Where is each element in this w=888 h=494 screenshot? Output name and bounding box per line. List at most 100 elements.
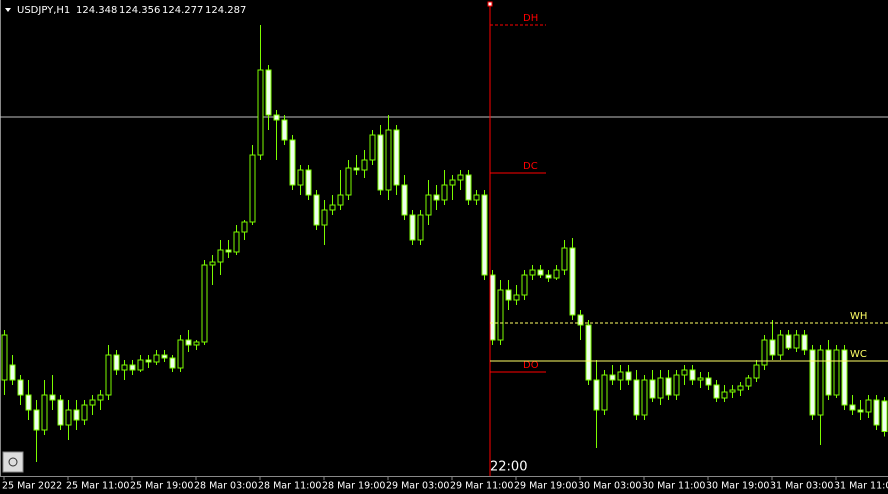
candle-body <box>577 314 584 326</box>
candle-body <box>657 377 664 399</box>
candle-body <box>769 339 776 356</box>
candle-body <box>793 334 800 349</box>
candle-body <box>849 404 856 411</box>
candle-body <box>65 409 72 426</box>
quote-value: 124.356 <box>119 5 160 16</box>
candle-body <box>369 134 376 161</box>
candle-body <box>609 374 616 381</box>
candle-body <box>209 261 216 266</box>
candle-body <box>249 154 256 223</box>
x-tick-label: 31 Mar 03:00 <box>770 481 833 492</box>
candle-body <box>377 134 384 191</box>
candle-body <box>113 354 120 371</box>
button-icon <box>8 457 18 467</box>
candle-body <box>841 349 848 406</box>
candle-body <box>153 354 160 363</box>
candle-body <box>881 400 888 432</box>
candle-body <box>233 231 240 253</box>
cursor-handle <box>487 1 493 7</box>
candle-body <box>337 194 344 206</box>
button[interactable] <box>2 451 24 473</box>
candle-body <box>633 379 640 416</box>
candle-body <box>25 394 32 411</box>
x-tick-label: 28 Mar 19:00 <box>322 481 385 492</box>
candle-body <box>777 334 784 356</box>
candle-body <box>289 139 296 186</box>
x-tick-label: 29 Mar 03:00 <box>386 481 449 492</box>
level-label: DC <box>523 161 538 172</box>
candle-body <box>713 384 720 399</box>
candle-body <box>297 169 304 186</box>
candle-body <box>801 334 808 351</box>
candle-body <box>225 249 232 253</box>
level-label: WC <box>850 349 867 360</box>
candle-body <box>529 269 536 276</box>
candle-body <box>41 394 48 431</box>
candle-body <box>257 69 264 156</box>
candle-body <box>545 274 552 279</box>
candle-body <box>169 357 176 369</box>
candle-body <box>305 169 312 196</box>
candle-body <box>649 379 656 399</box>
candle-body <box>409 214 416 241</box>
candle-body <box>761 339 768 366</box>
candle-body <box>473 194 480 201</box>
candle-body <box>129 364 136 371</box>
candle-body <box>817 349 824 416</box>
candle-body <box>201 264 208 343</box>
candle-body <box>265 69 272 116</box>
x-tick-label: 25 Mar 2022 <box>2 481 62 492</box>
candle-body <box>809 349 816 416</box>
candle-body <box>97 394 104 401</box>
x-tick-label: 29 Mar 11:00 <box>450 481 513 492</box>
x-tick-label: 31 Mar 11:00 <box>834 481 888 492</box>
candle-body <box>521 274 528 296</box>
candle-body <box>401 184 408 216</box>
candle-body <box>537 269 544 276</box>
candle-body <box>1 334 8 381</box>
candle-body <box>353 167 360 171</box>
candle-body <box>361 159 368 171</box>
candle-body <box>33 409 40 431</box>
candle-body <box>9 364 16 381</box>
candle-body <box>617 371 624 381</box>
quote-value: 124.348 <box>76 5 117 16</box>
quote-value: 124.287 <box>205 5 246 16</box>
candle-body <box>145 359 152 363</box>
cursor-label: 22:00 <box>490 460 527 475</box>
candle-body <box>513 294 520 301</box>
x-tick-label: 29 Mar 19:00 <box>514 481 577 492</box>
x-tick-label: 30 Mar 11:00 <box>642 481 705 492</box>
candle-body <box>89 399 96 406</box>
symbol: USDJPY,H1 <box>17 5 70 16</box>
candle-body <box>753 364 760 379</box>
candle-body <box>825 349 832 396</box>
candle-body <box>385 129 392 191</box>
candle-body <box>57 399 64 426</box>
candle-body <box>81 404 88 421</box>
level-label: DO <box>523 360 539 371</box>
candle-body <box>73 409 80 421</box>
candle-body <box>569 247 576 316</box>
candle-body <box>321 209 328 226</box>
candle-body <box>785 334 792 349</box>
candle-body <box>593 379 600 411</box>
candle-body <box>561 247 568 271</box>
candle-body <box>585 324 592 381</box>
candle-body <box>457 174 464 181</box>
x-tick-label: 30 Mar 03:00 <box>578 481 641 492</box>
candle-body <box>489 274 496 341</box>
level-label: DH <box>523 13 538 24</box>
candle-body <box>313 194 320 226</box>
candle-body <box>857 409 864 413</box>
candle-body <box>441 184 448 201</box>
candle-body <box>137 359 144 371</box>
candle-body <box>641 379 648 416</box>
candle-body <box>417 214 424 241</box>
level-label: WH <box>850 311 867 322</box>
candle-body <box>449 179 456 186</box>
candle-body <box>17 379 24 396</box>
menu-arrow[interactable] <box>5 8 11 12</box>
